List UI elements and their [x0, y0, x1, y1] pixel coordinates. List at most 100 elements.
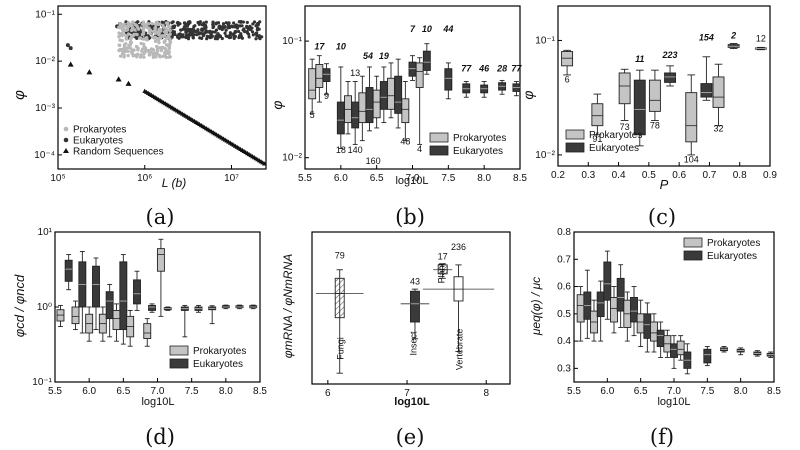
eukaryote-point	[233, 25, 237, 29]
box-body	[358, 92, 367, 124]
prokaryote-point	[120, 28, 125, 32]
count-annotation: 4	[417, 144, 422, 154]
x-tick-label: 6.0	[334, 173, 348, 184]
prokaryote-point	[138, 55, 143, 59]
box-7.2	[422, 43, 431, 75]
legend-marker	[63, 126, 69, 132]
x-tick-label: 7.0	[406, 173, 420, 184]
eukaryote-point	[161, 21, 165, 25]
prokaryote-point	[163, 46, 167, 51]
eukaryote-point	[195, 33, 199, 37]
prokaryote-point	[153, 26, 157, 30]
y-tick-label: 10⁻²	[35, 56, 55, 67]
eukaryote-point	[171, 20, 175, 24]
x-tick-label: 6.5	[116, 386, 130, 397]
eukaryote-point	[198, 36, 202, 40]
eukaryote-point	[182, 25, 187, 29]
x-tick-label: 10⁷	[224, 173, 239, 184]
eukaryote-point	[239, 20, 243, 24]
prokaryote-point	[157, 40, 161, 45]
eukaryote-point	[182, 21, 187, 25]
eukaryote-point	[193, 30, 198, 34]
box-5.8	[71, 300, 80, 331]
prokaryote-point	[143, 37, 147, 41]
eukaryote-point	[215, 37, 220, 41]
count-annotation: 7	[410, 24, 416, 34]
prokaryote-point	[142, 55, 146, 59]
box-body	[379, 81, 388, 110]
box-body	[401, 98, 410, 124]
panel-b-xlabel: log10L	[395, 175, 428, 187]
random-sequence-point	[115, 76, 122, 82]
eukaryote-point	[218, 26, 222, 31]
eukaryote-point	[237, 29, 241, 34]
box-7.75	[720, 346, 728, 353]
x-tick-label: 5.5	[48, 386, 62, 397]
y-tick-label: 0.8	[557, 227, 571, 238]
eukaryote-point	[245, 20, 249, 25]
eukaryote-point	[172, 25, 176, 30]
y-tick-label: 10⁰	[37, 302, 52, 313]
x-tick-label: 0.5	[642, 170, 656, 181]
count-annotation: 6	[565, 74, 570, 84]
y-tick-label: 10⁻¹	[535, 35, 555, 46]
prokaryote-point	[124, 36, 128, 41]
box-body	[596, 291, 605, 317]
count-annotation: 91	[592, 134, 602, 144]
prokaryote-point	[167, 50, 171, 54]
y-tick-label: 10⁻¹	[32, 377, 52, 388]
panel-c-xlabel: P	[660, 177, 669, 192]
prokaryote-point	[165, 36, 169, 40]
x-tick-label: 7.0	[667, 386, 681, 397]
count-annotation: 236	[451, 242, 466, 252]
y-tick-label: 10⁻¹	[282, 36, 302, 47]
legend-swatch	[683, 237, 703, 248]
count-annotation: 104	[684, 154, 699, 164]
count-annotation: 73	[620, 122, 630, 132]
prokaryote-point	[130, 35, 134, 39]
prokaryote-point	[126, 32, 131, 36]
eukaryote-point	[208, 29, 212, 33]
x-tick-label: 0.2	[551, 170, 565, 181]
eukaryote-point	[196, 28, 200, 32]
x-tick-label: 0.9	[763, 170, 777, 181]
box-7.05	[156, 238, 165, 317]
prokaryote-point	[151, 55, 156, 60]
eukaryote-point	[233, 29, 237, 34]
legend-swatch	[429, 132, 449, 143]
box-7.1	[400, 288, 430, 340]
prokaryote-point	[155, 49, 160, 53]
legend-label: Eukaryotes	[453, 146, 503, 157]
eukaryote-point	[231, 32, 236, 36]
eukaryote-point	[218, 34, 223, 39]
box-body	[408, 61, 417, 77]
eukaryote-point	[196, 20, 200, 25]
box-0.42	[618, 68, 631, 121]
prokaryote-point	[164, 30, 169, 35]
group-label: Insect	[409, 331, 419, 356]
prokaryote-point	[135, 52, 140, 57]
prokaryote-point	[122, 43, 127, 47]
prokaryote-point	[132, 32, 136, 37]
box-8.25	[753, 350, 762, 357]
prokaryote-point	[162, 40, 166, 44]
box-body	[630, 297, 638, 323]
x-tick-label: 0.3	[581, 170, 595, 181]
count-annotation: 9	[324, 91, 329, 101]
prokaryote-point	[141, 29, 146, 34]
y-tick-label: 0.5	[557, 309, 571, 320]
box-body	[315, 64, 324, 88]
eukaryote-point	[255, 26, 260, 30]
prokaryote-point	[147, 50, 151, 54]
box-6.6	[126, 309, 135, 347]
box-0.33	[591, 93, 604, 136]
prokaryote-point	[168, 28, 172, 33]
eukaryote-point	[250, 30, 255, 34]
panel-a-marks: 10⁵ 10⁶ 10⁷ 10⁻¹ 10⁻² 10⁻³ 10⁻⁴ ProkaryotesEuka…	[34, 9, 267, 184]
prokaryote-point	[158, 45, 162, 50]
legend-label: Prokaryotes	[73, 125, 126, 136]
legend-label: Prokaryotes	[453, 133, 506, 144]
y-tick-label: 0.3	[557, 363, 571, 374]
eukaryote-point	[181, 35, 185, 39]
